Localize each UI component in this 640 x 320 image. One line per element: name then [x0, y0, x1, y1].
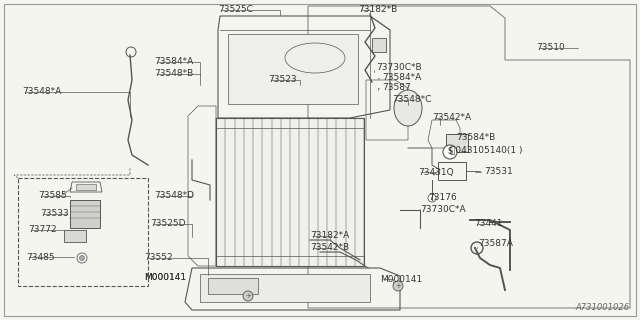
Text: 73552: 73552: [144, 253, 173, 262]
Text: Ⓢ043105140(1 ): Ⓢ043105140(1 ): [450, 146, 522, 155]
Text: 73485: 73485: [26, 252, 54, 261]
Bar: [70, 200, 100, 228]
Text: M000141: M000141: [144, 274, 186, 283]
Bar: [200, 274, 370, 302]
Bar: [76, 184, 96, 190]
Text: 73525D: 73525D: [150, 220, 186, 228]
Bar: [438, 162, 466, 180]
Bar: [18, 178, 148, 286]
Bar: [208, 278, 258, 294]
Text: 73182*A: 73182*A: [310, 231, 349, 241]
Text: 73730C*B: 73730C*B: [376, 63, 422, 73]
Bar: [446, 134, 468, 152]
Text: 73585: 73585: [38, 191, 67, 201]
Text: 73525C: 73525C: [218, 5, 253, 14]
Circle shape: [428, 194, 436, 202]
Circle shape: [77, 253, 87, 263]
Bar: [228, 34, 358, 104]
Circle shape: [393, 281, 403, 291]
Text: 73523: 73523: [268, 76, 296, 84]
Bar: [372, 38, 386, 52]
Text: M000141: M000141: [380, 275, 422, 284]
Ellipse shape: [394, 90, 422, 126]
Text: 73730C*A: 73730C*A: [420, 204, 466, 213]
Text: 73533: 73533: [40, 210, 68, 219]
Text: 73431Q: 73431Q: [418, 167, 454, 177]
Bar: [216, 118, 364, 266]
Text: +: +: [395, 283, 401, 289]
Text: 73441: 73441: [474, 220, 502, 228]
Text: S: S: [447, 148, 452, 156]
Text: 73772: 73772: [28, 226, 56, 235]
Text: 73548*C: 73548*C: [392, 95, 431, 105]
Text: 73510: 73510: [536, 44, 564, 52]
Text: 73176: 73176: [428, 194, 457, 203]
Text: 73542*B: 73542*B: [310, 244, 349, 252]
Text: 73548*D: 73548*D: [154, 191, 194, 201]
Circle shape: [443, 145, 457, 159]
Text: 73584*A: 73584*A: [154, 58, 193, 67]
Text: 73584*A: 73584*A: [382, 74, 421, 83]
Text: 73548*B: 73548*B: [154, 69, 193, 78]
Text: 73587A: 73587A: [478, 239, 513, 249]
Text: 73587: 73587: [382, 84, 411, 92]
Text: 73531: 73531: [484, 167, 513, 177]
Text: 73182*B: 73182*B: [358, 5, 397, 14]
Text: 73584*B: 73584*B: [456, 133, 495, 142]
Text: A731001026: A731001026: [576, 303, 630, 312]
Text: +: +: [245, 293, 251, 299]
Text: 73548*A: 73548*A: [22, 87, 61, 97]
Text: 73542*A: 73542*A: [432, 114, 471, 123]
Circle shape: [243, 291, 253, 301]
Circle shape: [79, 255, 84, 260]
Text: M000141: M000141: [144, 274, 186, 283]
Bar: [64, 230, 86, 242]
